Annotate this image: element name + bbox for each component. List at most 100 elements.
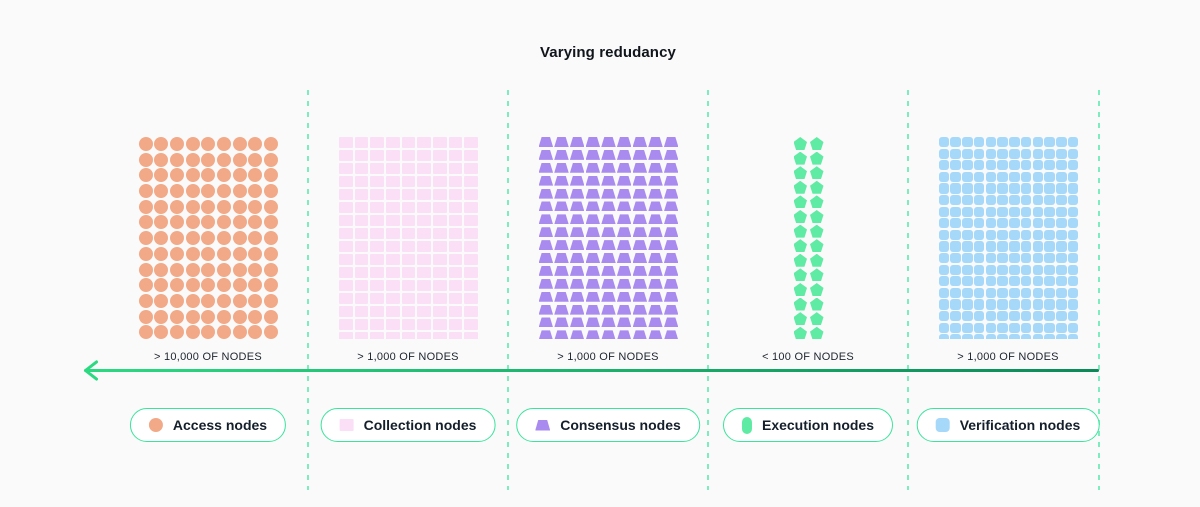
verification-node-shape [950,137,961,148]
verification-node-shape [985,183,997,194]
access-node-shape [185,199,200,214]
verification-node-shape [1044,287,1055,299]
collection-node-shape [401,163,416,174]
verification-node-shape [950,276,961,287]
collection-node-shape [448,215,463,226]
consensus-node-shape [554,291,569,302]
verification-node-shape [950,310,961,322]
access-node-shape [185,184,200,199]
collection-node-shape [354,293,369,304]
column-divider [307,90,309,490]
collection-node-shape [433,293,447,304]
consensus-node-shape [554,162,569,173]
legend-pill-consensus: Consensus nodes [516,408,700,442]
consensus-node-shape [616,253,632,264]
consensus-node-shape [601,278,616,289]
consensus-node-shape [601,265,616,276]
verification-node-shape [1032,206,1044,217]
verification-node-shape [950,160,961,171]
execution-node-shape [810,282,824,296]
execution-node-shape [793,137,807,150]
access-node-shape [248,152,263,167]
consensus-node-shape [632,278,648,289]
access-node-shape [154,215,169,230]
consensus-node-shape [585,265,601,276]
verification-node-shape [1020,160,1032,171]
verification-node-shape [973,252,985,264]
verification-node-shape [1067,287,1079,299]
access-node-shape [170,231,185,246]
access-node-shape [232,152,247,167]
consensus-node-shape [663,201,679,212]
consensus-node-shape [585,137,601,147]
verification-node-shape [1044,171,1055,183]
consensus-node-shape [585,175,601,186]
collection-node-shape [386,293,400,304]
access-node-shape [170,137,185,151]
verification-node-shape [1056,218,1067,229]
verification-node-shape [1020,183,1032,194]
consensus-node-shape [601,201,616,212]
access-node-shape [185,293,200,308]
consensus-node-shape [601,188,616,199]
consensus-node-shape [538,149,554,160]
verification-node-shape [962,171,973,183]
consensus-node-shape [554,149,569,160]
execution-node-icon [741,416,752,434]
collection-node-shape [386,228,400,239]
access-node-shape [201,246,216,261]
verification-node-shape [1044,206,1055,217]
verification-node-shape [1044,334,1055,339]
verification-node-shape [1056,299,1067,310]
verification-node-shape [973,334,985,339]
verification-node-shape [1032,229,1044,241]
access-node-shape [201,309,216,324]
collection-node-shape [448,306,463,317]
count-label-access: > 10,000 OF NODES [154,351,262,363]
collection-node-shape [370,150,384,161]
verification-node-shape [1044,276,1055,287]
consensus-node-shape [663,278,679,289]
redundancy-axis-line [88,369,1099,372]
execution-node-shape [810,166,824,180]
access-node-shape [170,199,185,214]
consensus-node-shape [648,317,663,328]
verification-node-shape [962,299,973,310]
collection-node-shape [464,293,478,304]
verification-node-shape [938,183,950,194]
verification-node-shape [1020,276,1032,287]
verification-node-shape [1067,206,1079,217]
verification-node-shape [985,287,997,299]
consensus-node-shape [569,137,585,147]
consensus-node-shape [538,227,554,238]
consensus-node-shape [663,149,679,160]
access-node-shape [248,262,263,277]
column-divider [907,90,909,490]
consensus-node-shape [585,201,601,212]
collection-node-shape [448,189,463,200]
verification-node-shape [1056,241,1067,252]
collection-node-shape [401,189,416,200]
verification-node-shape [1009,322,1020,333]
access-node-shape [138,184,153,199]
execution-node-shape [810,253,824,267]
consensus-node-shape [538,291,554,302]
collection-node-shape [386,319,400,330]
execution-node-shape [793,282,807,296]
verification-node-shape [1032,183,1044,194]
access-node-shape [232,215,247,230]
consensus-node-shape [663,240,679,251]
verification-node-shape [1032,137,1044,148]
collection-node-shape [417,241,431,252]
verification-node-shape [1067,299,1079,310]
consensus-node-shape [616,240,632,251]
verification-node-shape [1009,229,1020,241]
access-node-shape [217,137,232,151]
collection-node-shape [464,267,478,278]
access-node-shape [264,168,279,183]
collection-node-shape [401,215,416,226]
collection-node-shape [433,137,447,148]
consensus-node-shape [601,253,616,264]
access-node-shape [248,293,263,308]
access-node-shape [185,246,200,261]
